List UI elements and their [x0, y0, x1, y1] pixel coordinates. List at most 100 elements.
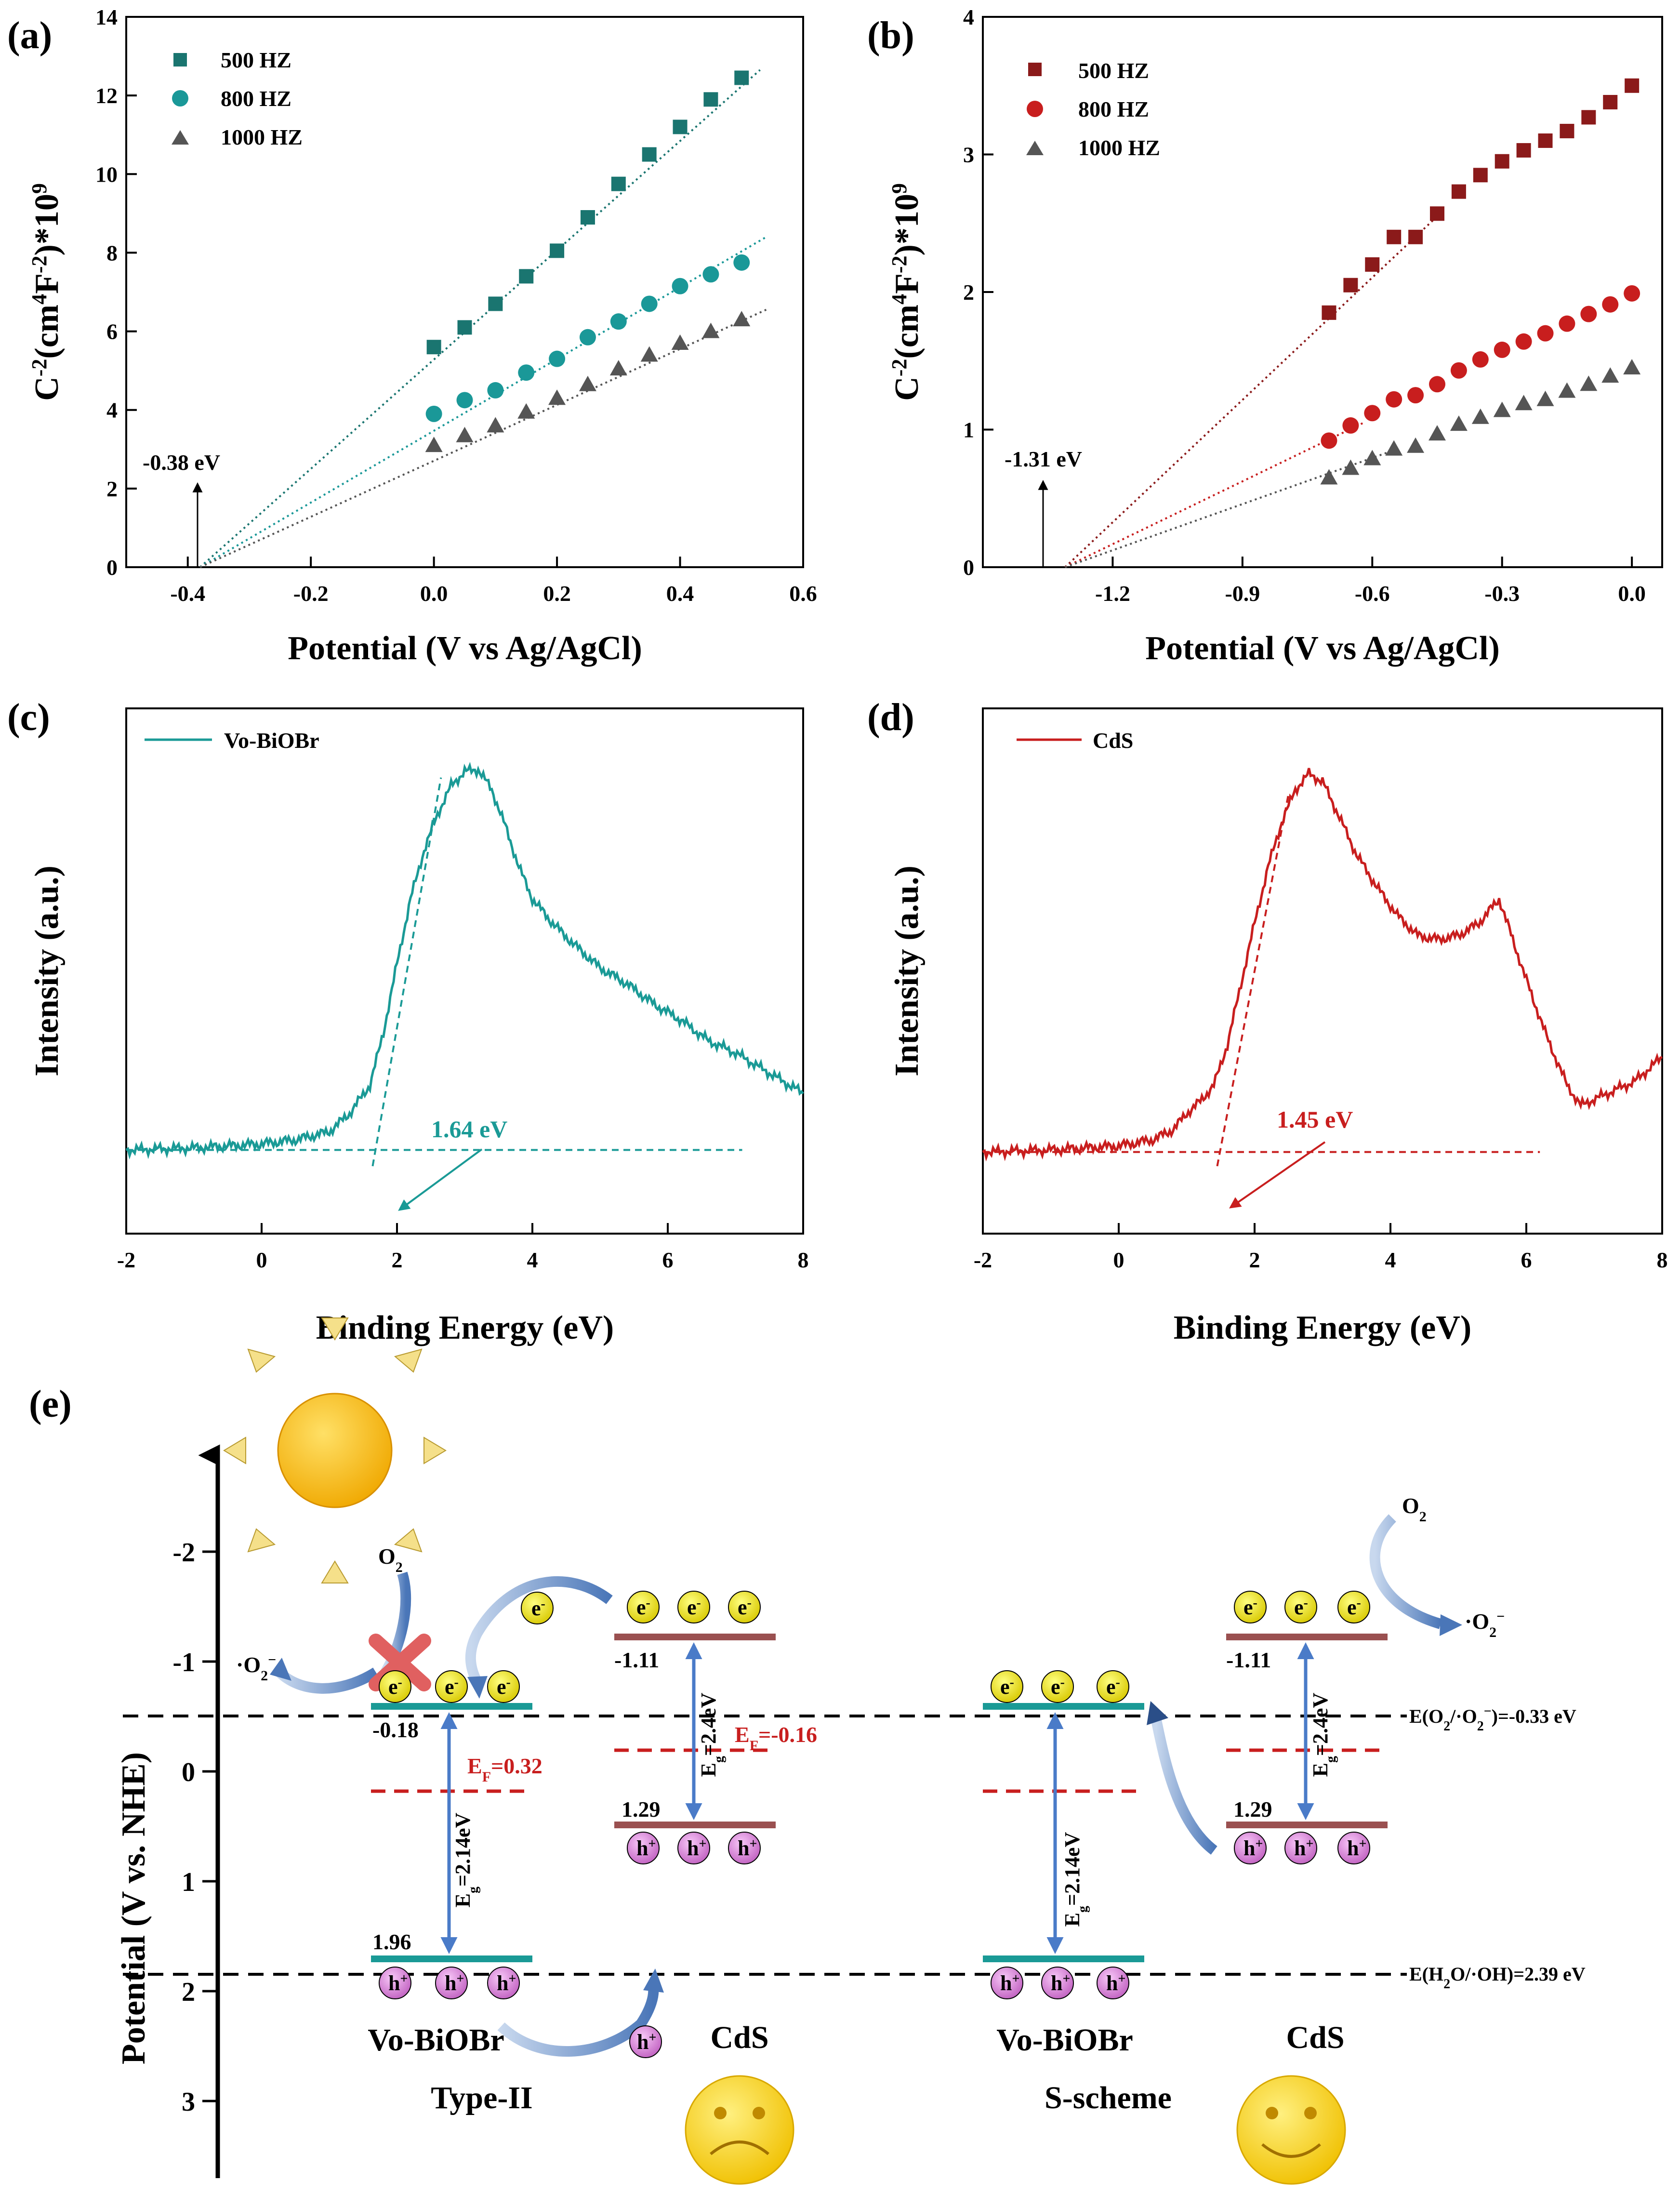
panel-b-fit-lines	[1064, 215, 1438, 568]
hole-icon: h+	[991, 1967, 1023, 1999]
y-tick-label: 2	[106, 477, 118, 501]
data-point-circle	[425, 405, 442, 422]
x-tick-label: -0.2	[293, 581, 329, 606]
y-tick-label: 4	[106, 398, 118, 423]
biobr-cb-value: -0.18	[372, 1717, 419, 1742]
data-point-triangle	[517, 403, 535, 419]
data-point-square	[457, 320, 472, 335]
panel-a-xlabel: Potential (V vs Ag/AgCl)	[288, 630, 642, 667]
panel-b-legend: 500 HZ 800 HZ 1000 HZ	[1026, 58, 1160, 160]
hole-icon: h+	[435, 1967, 468, 1999]
superoxide-right: ·O2−	[1465, 1609, 1505, 1640]
x-tick-label: 4	[527, 1248, 538, 1272]
svg-text:h+: h+	[1106, 1971, 1125, 1995]
spectrum-line	[982, 768, 1663, 1162]
panel-a-fit-lines	[199, 69, 767, 568]
x-tick-label: 2	[1249, 1248, 1260, 1272]
spectrum-line	[125, 762, 804, 1160]
hole-icon: h+	[1284, 1832, 1317, 1864]
data-point-triangle	[733, 311, 751, 327]
data-point-circle	[1515, 333, 1532, 350]
data-point-triangle	[1601, 367, 1619, 383]
svg-text:e-: e-	[388, 1675, 402, 1699]
electron-icon: e-	[1097, 1670, 1129, 1703]
sscheme-cds: -1.11 1.29 Eg=2.4eV e-e-e- h+ h+ h+ CdS	[1226, 1591, 1388, 2185]
biobr-bandgap-label: Eg=2.14eV	[451, 1812, 481, 1907]
panel-a-markers	[425, 70, 751, 452]
data-point-square	[1451, 184, 1466, 199]
electron-icon: e-	[991, 1670, 1023, 1703]
data-point-triangle	[456, 426, 474, 442]
data-point-circle	[1472, 351, 1489, 368]
panel-a-legend: 500 HZ 800 HZ 1000 HZ	[172, 48, 303, 149]
electron-icon: e-	[435, 1670, 468, 1703]
svg-text:e-: e-	[1347, 1596, 1361, 1620]
svg-text:h+: h+	[445, 1971, 464, 1995]
y-tick-label: 0	[963, 555, 974, 580]
data-point-square	[1473, 168, 1488, 183]
panel-e-ylabel: Potential (V vs. NHE)	[115, 1752, 152, 2064]
panel-d-ylabel: Intensity (a.u.)	[888, 865, 926, 1077]
electron-icon: e-	[677, 1591, 710, 1623]
x-tick-label: -1.2	[1095, 581, 1130, 606]
superoxide-arrow-head-left	[270, 1658, 291, 1681]
legend-1000hz: 1000 HZ	[1078, 135, 1160, 160]
svg-text:h+: h+	[637, 2030, 656, 2054]
x-tick-label: -0.6	[1355, 581, 1390, 606]
legend-marker-square	[173, 53, 187, 67]
panel-e-label: (e)	[29, 1383, 72, 1425]
legend-marker-triangle	[1026, 141, 1044, 155]
e-tick-label: 0	[182, 1757, 195, 1787]
data-point-triangle	[640, 346, 658, 362]
type2-cds: -1.11 1.29 EF=-0.16 Eg=2.4eV e-e-e- h+ h+…	[614, 1591, 817, 2185]
panel-a-ylabel: C-2(cm4F-2)*109	[27, 183, 66, 401]
data-point-circle	[1537, 325, 1554, 342]
hole-transfer-arrow	[497, 1984, 659, 2057]
legend-marker-circle	[1027, 101, 1043, 117]
panel-d-frame	[982, 707, 1663, 1235]
hole-transit: h+	[629, 2025, 662, 2058]
panel-a-frame	[125, 16, 804, 568]
o2-right: O2	[1402, 1493, 1427, 1525]
y-tick-label: 2	[963, 280, 974, 305]
data-point-circle	[1386, 391, 1402, 408]
ref-o2-label: E(O2/·O2−)=-0.33 eV	[1409, 1704, 1576, 1734]
panel-c-annotation-arrow	[398, 1148, 483, 1211]
happy-face-icon	[1236, 2075, 1346, 2185]
legend-marker-circle	[172, 90, 188, 106]
cds-vb-value: 1.29	[622, 1797, 661, 1822]
data-point-triangle	[1623, 359, 1641, 375]
svg-text:h+: h+	[687, 1836, 706, 1861]
panel-a: (a) -0.4 -0.2 0.0 0.2 0.4 0.6 0 2 4 6 8 10 12 14 -0.3…	[7, 5, 817, 667]
data-point-circle	[1624, 285, 1640, 302]
type2-biobr: -0.18 1.96 EF=0.32 Eg=2.14eV e-e-e- h+ h+…	[368, 1670, 542, 2115]
data-point-square	[1408, 229, 1423, 244]
electron-icon: e-	[1284, 1591, 1317, 1623]
data-point-triangle	[1320, 469, 1338, 485]
data-point-circle	[1364, 405, 1381, 422]
s-cds-holes: h+ h+ h+	[1234, 1832, 1370, 1864]
hole-icon: h+	[379, 1967, 411, 1999]
scheme-type2-label: Type-II	[431, 2080, 532, 2115]
data-point-triangle	[548, 389, 566, 405]
s-biobr-electrons: e-e-e-	[991, 1670, 1129, 1703]
data-point-square	[611, 176, 626, 191]
electron-transfer-arrow	[465, 1576, 613, 1684]
svg-text:e-: e-	[1294, 1596, 1308, 1620]
tangent-line	[371, 777, 442, 1167]
data-point-square	[519, 269, 534, 284]
superoxide-arrow-left	[276, 1667, 379, 1694]
data-point-triangle	[1342, 459, 1360, 475]
legend-800hz: 800 HZ	[1078, 97, 1149, 121]
data-point-circle	[1602, 296, 1619, 313]
data-point-square	[580, 210, 595, 225]
panel-d-annotation-arrow	[1229, 1141, 1326, 1209]
data-point-square	[1625, 78, 1640, 93]
x-tick-label: 8	[798, 1248, 809, 1272]
electron-icon: e-	[1337, 1591, 1370, 1623]
data-point-triangle	[1407, 437, 1425, 453]
panel-b: (b) -1.2 -0.9 -0.6 -0.3 0.0 0 1 2 3 4 -1.31 eV 50…	[867, 5, 1663, 667]
panel-c-xlabel: Binding Energy (eV)	[316, 1309, 614, 1346]
x-tick-label: 0	[1113, 1248, 1124, 1272]
panel-c-label: (c)	[7, 696, 50, 739]
